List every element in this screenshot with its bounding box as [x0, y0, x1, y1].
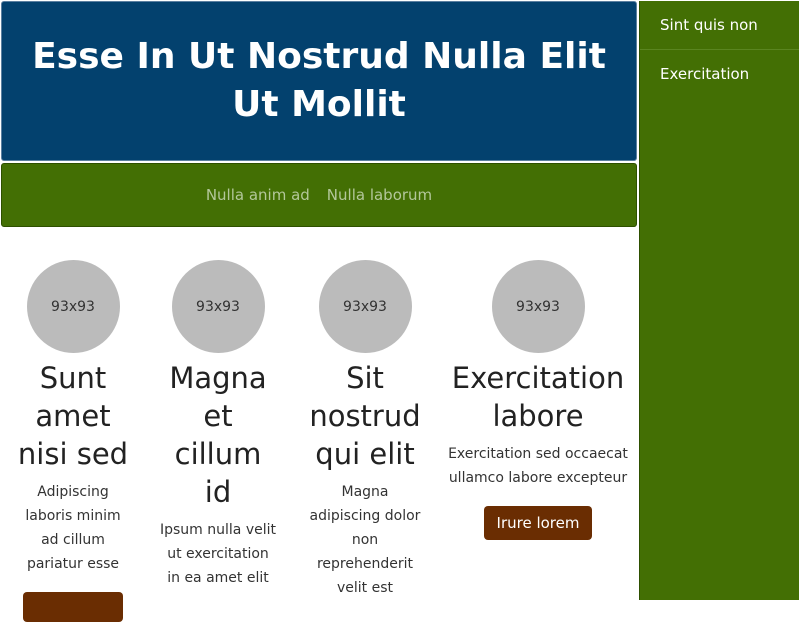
navbar: Nulla anim ad Nulla laborum [1, 163, 637, 227]
sidebar: Sint quis non Exercitation [639, 1, 799, 600]
placeholder-image: 93x93 [171, 260, 265, 353]
card-text: Magna adipiscing dolor non reprehenderit… [309, 484, 421, 596]
card-text: Adipiscing laboris minim ad cillum paria… [25, 484, 121, 572]
card-title: Sunt amet nisi sed [17, 361, 129, 471]
placeholder-image: 93x93 [26, 260, 120, 353]
card-text: Exercitation sed occaecat ullamco labore… [448, 446, 628, 486]
sidebar-item-exercitation[interactable]: Exercitation [640, 49, 799, 98]
feature-card-4: 93x93 Exercitation labore Exercitation s… [448, 260, 628, 540]
nav-link-nulla-laborum[interactable]: Nulla laborum [326, 186, 433, 204]
card-title: Magna et cillum id [169, 361, 267, 509]
placeholder-image: 93x93 [491, 260, 585, 353]
sidebar-item-sint-quis-non[interactable]: Sint quis non [660, 16, 758, 34]
card-title: Exercitation labore [451, 361, 625, 433]
card-button[interactable]: Irure lorem [483, 506, 593, 540]
feature-card-1: 93x93 Sunt amet nisi sed Adipiscing labo… [16, 260, 130, 626]
card-button[interactable] [23, 592, 123, 622]
nav-link-nulla-anim-ad[interactable]: Nulla anim ad [205, 186, 310, 204]
feature-card-2: 93x93 Magna et cillum id Ipsum nulla vel… [160, 260, 276, 590]
page-header: Esse In Ut Nostrud Nulla Elit Ut Mollit [1, 1, 637, 161]
card-text: Ipsum nulla velit ut exercitation in ea … [160, 522, 276, 586]
feature-card-3: 93x93 Sit nostrud qui elit Magna adipisc… [306, 260, 424, 600]
placeholder-image: 93x93 [318, 260, 412, 353]
page-title: Esse In Ut Nostrud Nulla Elit Ut Mollit [32, 36, 606, 125]
card-title: Sit nostrud qui elit [309, 361, 421, 471]
